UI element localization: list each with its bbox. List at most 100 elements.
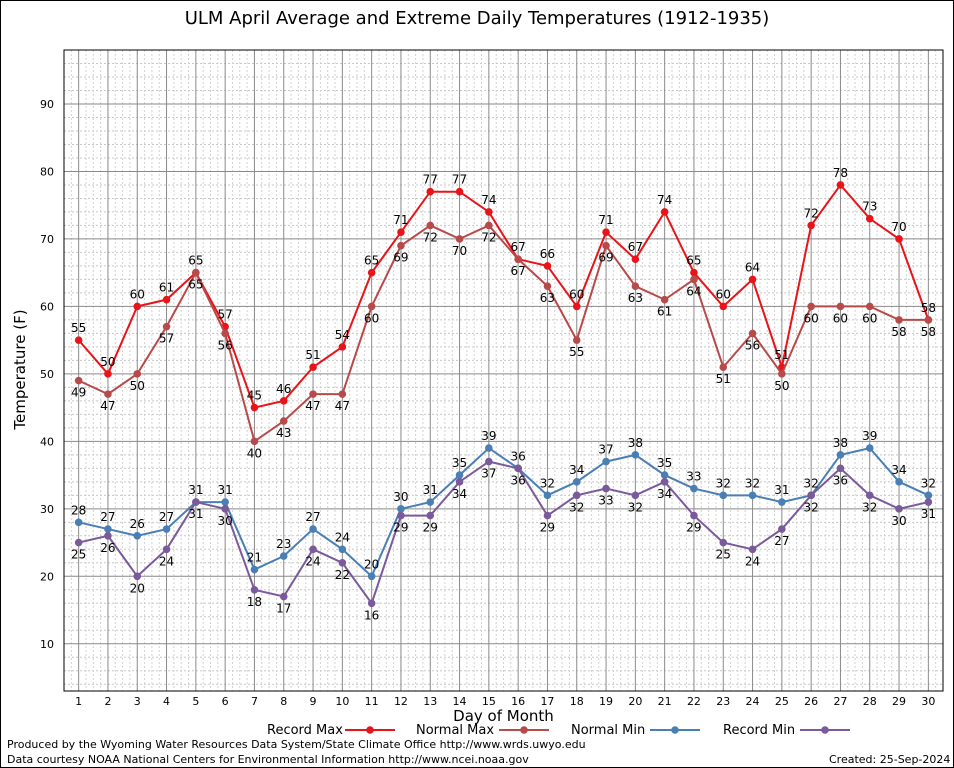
data-label: 20 — [364, 557, 379, 571]
x-tick-label: 27 — [833, 695, 847, 708]
data-label: 64 — [745, 260, 760, 274]
data-label: 31 — [921, 507, 936, 521]
data-point — [514, 255, 522, 263]
x-tick-label: 8 — [280, 695, 287, 708]
data-label: 32 — [540, 476, 555, 490]
data-label: 77 — [452, 173, 467, 187]
x-tick-label: 4 — [163, 695, 170, 708]
y-tick-label: 50 — [40, 368, 54, 381]
data-point — [279, 552, 288, 560]
series-line — [78, 446, 929, 578]
data-point — [426, 187, 435, 196]
data-point — [162, 525, 171, 533]
data-label: 60 — [804, 311, 819, 325]
data-point — [250, 585, 259, 594]
data-label: 30 — [218, 514, 233, 528]
data-label: 25 — [716, 548, 731, 562]
y-axis-title: Temperature (F) — [11, 309, 29, 430]
data-label: 63 — [628, 291, 643, 305]
data-label: 61 — [657, 305, 672, 319]
data-point — [631, 282, 640, 290]
data-label: 56 — [745, 338, 760, 352]
data-point — [192, 268, 200, 277]
data-point — [836, 464, 845, 473]
data-label: 39 — [481, 429, 496, 443]
data-point — [660, 478, 669, 486]
data-label: 55 — [71, 321, 86, 335]
data-label: 37 — [481, 467, 496, 481]
data-point — [309, 390, 317, 398]
data-label: 31 — [188, 507, 203, 521]
data-point — [426, 221, 435, 230]
data-point — [602, 241, 610, 250]
data-label: 40 — [247, 446, 262, 460]
data-point — [807, 491, 815, 500]
data-label: 74 — [481, 193, 496, 207]
data-point — [865, 302, 874, 311]
data-point — [250, 403, 259, 412]
data-point — [690, 268, 698, 277]
data-label: 45 — [247, 389, 262, 403]
data-label: 25 — [71, 548, 86, 562]
x-tick-label: 18 — [570, 695, 584, 708]
footer-produced: Produced by the Wyoming Water Resources … — [7, 738, 586, 751]
data-label: 29 — [423, 521, 438, 535]
legend-label: Normal Max — [416, 723, 494, 738]
data-label: 33 — [686, 470, 701, 484]
data-point — [485, 221, 493, 230]
y-tick-label: 20 — [40, 570, 54, 583]
data-point — [631, 451, 640, 459]
data-label: 24 — [305, 554, 320, 568]
y-tick-label: 80 — [40, 165, 54, 178]
data-point — [690, 484, 698, 493]
data-label: 47 — [335, 399, 350, 413]
data-point — [397, 228, 405, 236]
data-point — [807, 302, 815, 311]
data-point — [748, 491, 757, 500]
data-label: 58 — [921, 301, 936, 315]
data-label: 50 — [100, 355, 115, 369]
data-label: 32 — [745, 476, 760, 490]
footer-created: Created: 25-Sep-2024 — [829, 753, 951, 766]
data-label: 57 — [218, 308, 233, 322]
data-point — [719, 363, 728, 371]
data-point — [748, 545, 757, 554]
data-label: 32 — [628, 500, 643, 514]
data-point — [631, 491, 640, 500]
data-label: 77 — [423, 173, 438, 187]
data-point — [865, 491, 874, 500]
data-label: 16 — [364, 608, 379, 622]
data-point — [74, 538, 83, 547]
data-point — [367, 572, 376, 581]
data-point — [895, 316, 903, 324]
data-label: 29 — [686, 521, 701, 535]
x-tick-label: 14 — [453, 695, 467, 708]
data-point — [397, 511, 405, 520]
data-label: 67 — [511, 240, 526, 254]
data-label: 71 — [393, 213, 408, 227]
data-point — [748, 275, 757, 284]
data-label: 60 — [862, 311, 877, 325]
data-label: 51 — [774, 348, 789, 362]
data-label: 32 — [921, 476, 936, 490]
data-point — [309, 363, 317, 371]
series-line — [78, 224, 929, 443]
legend-label: Normal Min — [571, 723, 645, 738]
data-label: 37 — [598, 443, 613, 457]
series-line — [78, 460, 929, 606]
data-point — [778, 525, 786, 533]
data-point — [543, 262, 552, 270]
data-label: 66 — [540, 247, 555, 261]
data-point — [221, 329, 229, 338]
data-point — [543, 511, 552, 520]
data-label: 38 — [833, 436, 848, 450]
data-label: 27 — [774, 534, 789, 548]
x-tick-label: 13 — [423, 695, 437, 708]
data-label: 26 — [130, 517, 145, 531]
data-label: 51 — [305, 348, 320, 362]
x-tick-label: 25 — [775, 695, 789, 708]
data-point — [719, 491, 728, 500]
data-label: 70 — [452, 244, 467, 258]
data-label: 78 — [833, 166, 848, 180]
x-tick-label: 10 — [335, 695, 349, 708]
